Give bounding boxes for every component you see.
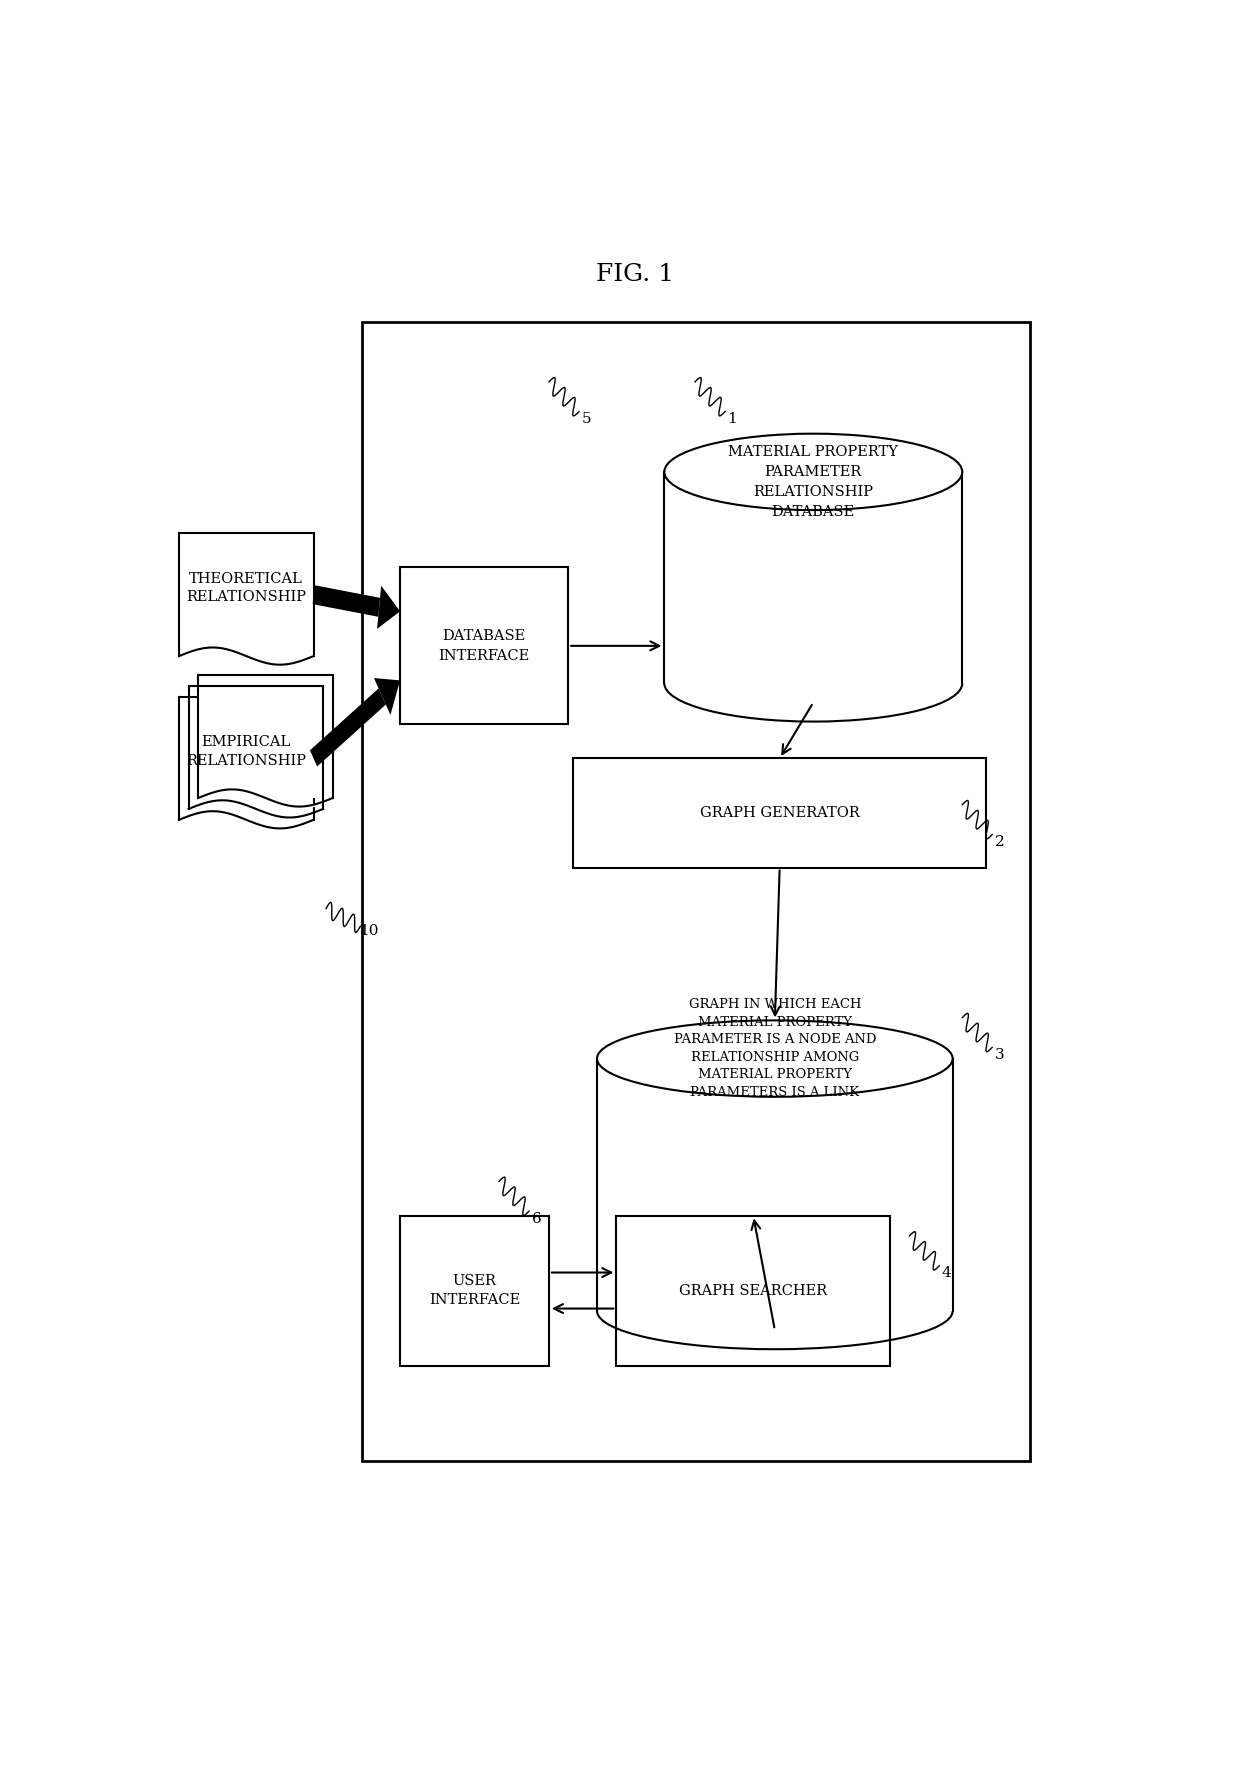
Bar	[665, 471, 962, 684]
Bar	[179, 533, 314, 656]
Text: 1: 1	[728, 413, 738, 425]
Text: 6: 6	[532, 1212, 542, 1226]
Text: 10: 10	[360, 923, 378, 937]
Text: THEORETICAL
RELATIONSHIP: THEORETICAL RELATIONSHIP	[186, 572, 306, 604]
Text: GRAPH IN WHICH EACH
MATERIAL PROPERTY
PARAMETER IS A NODE AND
RELATIONSHIP AMONG: GRAPH IN WHICH EACH MATERIAL PROPERTY PA…	[673, 998, 877, 1099]
Text: 5: 5	[582, 413, 591, 425]
Text: GRAPH GENERATOR: GRAPH GENERATOR	[699, 806, 859, 820]
Polygon shape	[374, 679, 401, 714]
Polygon shape	[377, 587, 401, 629]
Ellipse shape	[598, 1021, 952, 1097]
Text: MATERIAL PROPERTY
PARAMETER
RELATIONSHIP
DATABASE: MATERIAL PROPERTY PARAMETER RELATIONSHIP…	[728, 445, 898, 519]
Text: GRAPH SEARCHER: GRAPH SEARCHER	[680, 1283, 827, 1297]
Bar	[616, 1216, 890, 1366]
Bar	[401, 1216, 549, 1366]
Polygon shape	[310, 688, 386, 767]
Text: FIG. 1: FIG. 1	[596, 262, 675, 285]
Bar	[401, 567, 568, 725]
Bar	[198, 675, 332, 797]
Text: 2: 2	[994, 835, 1004, 849]
Polygon shape	[312, 585, 379, 617]
Bar	[188, 686, 324, 808]
Text: EMPIRICAL
RELATIONSHIP: EMPIRICAL RELATIONSHIP	[186, 735, 306, 767]
Bar	[362, 323, 1029, 1462]
Bar	[596, 1058, 952, 1311]
Text: DATABASE
INTERFACE: DATABASE INTERFACE	[439, 629, 529, 663]
Text: 3: 3	[994, 1047, 1004, 1061]
Bar	[573, 758, 986, 868]
Bar	[179, 696, 314, 820]
Text: 4: 4	[942, 1267, 951, 1279]
Ellipse shape	[665, 434, 962, 510]
Text: USER
INTERFACE: USER INTERFACE	[429, 1274, 520, 1308]
